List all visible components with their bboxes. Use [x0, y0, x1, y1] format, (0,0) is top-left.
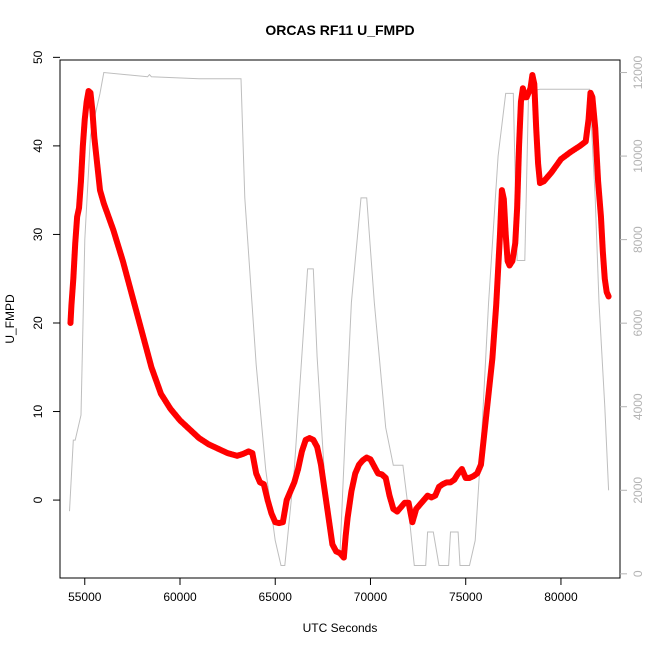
y2-tick-label: 6000: [631, 310, 645, 337]
secondary-series-layer: [69, 71, 610, 566]
y2-axis: 0 2000 4000 6000 8000 10000 12000: [620, 56, 645, 577]
y-axis: 0 10 20 30 40 50: [31, 50, 60, 503]
y2-tick-label: 10000: [631, 139, 645, 173]
y2-tick-label: 8000: [631, 226, 645, 253]
y2-tick-label: 2000: [631, 477, 645, 504]
y2-tick-label: 12000: [631, 56, 645, 90]
y-tick-label: 30: [31, 227, 45, 241]
chart-title: ORCAS RF11 U_FMPD: [265, 22, 414, 38]
y-tick-label: 40: [31, 139, 45, 153]
y-tick-label: 0: [31, 496, 45, 503]
y2-tick-label: 0: [631, 570, 645, 577]
x-tick-label: 65000: [259, 590, 293, 604]
y2-tick-label: 4000: [631, 393, 645, 420]
secondary-series-line: [69, 71, 610, 566]
y-tick-label: 20: [31, 316, 45, 330]
y-tick-label: 50: [31, 50, 45, 64]
primary-series-layer: [67, 72, 612, 561]
y-axis-label: U_FMPD: [3, 294, 17, 344]
y-tick-label: 10: [31, 405, 45, 419]
x-tick-label: 60000: [163, 590, 197, 604]
plot-frame: [59, 59, 621, 579]
x-tick-label: 55000: [68, 590, 102, 604]
x-tick-label: 80000: [544, 590, 578, 604]
x-tick-label: 70000: [354, 590, 388, 604]
x-axis: 55000 60000 65000 70000 75000 80000: [68, 578, 578, 604]
x-axis-label: UTC Seconds: [303, 621, 378, 635]
x-tick-label: 75000: [449, 590, 483, 604]
primary-series-points: [67, 72, 612, 561]
